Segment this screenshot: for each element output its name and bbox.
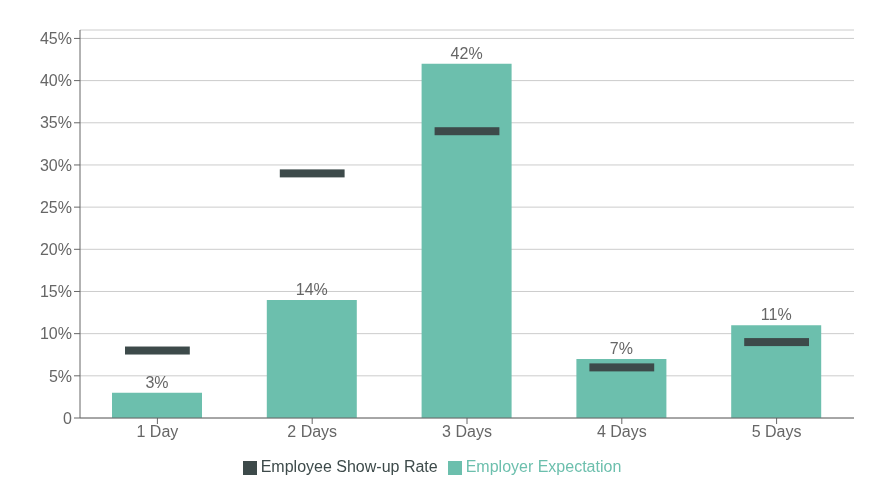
svg-text:3 Days: 3 Days (442, 423, 492, 440)
svg-text:4 Days: 4 Days (597, 423, 647, 440)
svg-text:7%: 7% (610, 340, 633, 357)
svg-text:14%: 14% (296, 281, 328, 298)
html-text:Employer Expectation: Employer Expectation (465, 458, 622, 475)
svg-text:5%: 5% (49, 368, 72, 385)
svg-text:2 Days: 2 Days (287, 423, 337, 440)
svg-text:20%: 20% (40, 241, 72, 258)
svg-text:42%: 42% (451, 45, 483, 62)
svg-text:5 Days: 5 Days (752, 423, 802, 440)
svg-text:3%: 3% (145, 374, 168, 391)
svg-text:10%: 10% (40, 325, 72, 342)
svg-text:11%: 11% (761, 306, 792, 323)
svg-text:0: 0 (63, 410, 72, 427)
svg-text:15%: 15% (40, 283, 72, 300)
svg-text:45%: 45% (40, 30, 72, 47)
html-text:Employee Show-up Rate: Employee Show-up Rate (260, 458, 438, 475)
svg-text:30%: 30% (40, 157, 72, 174)
svg-text:35%: 35% (40, 114, 72, 131)
svg-text:1 Day: 1 Day (137, 423, 179, 440)
svg-text:40%: 40% (40, 72, 72, 89)
svg-text:25%: 25% (40, 199, 72, 216)
